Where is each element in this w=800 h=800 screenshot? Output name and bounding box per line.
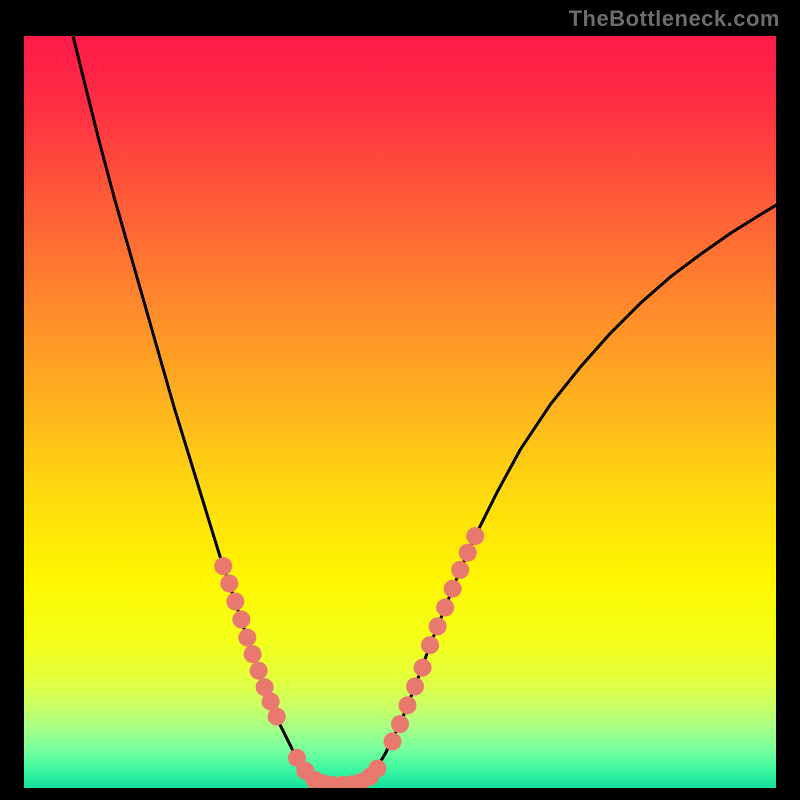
data-marker: [429, 617, 447, 635]
data-marker: [238, 629, 256, 647]
data-marker: [368, 759, 386, 777]
data-marker: [421, 636, 439, 654]
watermark-text: TheBottleneck.com: [569, 6, 780, 32]
data-marker: [391, 715, 409, 733]
data-marker: [214, 557, 232, 575]
data-marker: [444, 580, 462, 598]
data-marker: [466, 527, 484, 545]
data-marker: [436, 599, 454, 617]
chart-background-gradient: [24, 36, 776, 788]
data-marker: [250, 662, 268, 680]
data-marker: [459, 544, 477, 562]
data-marker: [220, 574, 238, 592]
data-marker: [399, 696, 417, 714]
data-marker: [226, 593, 244, 611]
data-marker: [414, 659, 432, 677]
bottleneck-chart: [0, 0, 800, 800]
data-marker: [406, 677, 424, 695]
data-marker: [451, 561, 469, 579]
data-marker: [244, 645, 262, 663]
data-marker: [383, 732, 401, 750]
data-marker: [268, 708, 286, 726]
chart-container: TheBottleneck.com: [0, 0, 800, 800]
data-marker: [232, 611, 250, 629]
